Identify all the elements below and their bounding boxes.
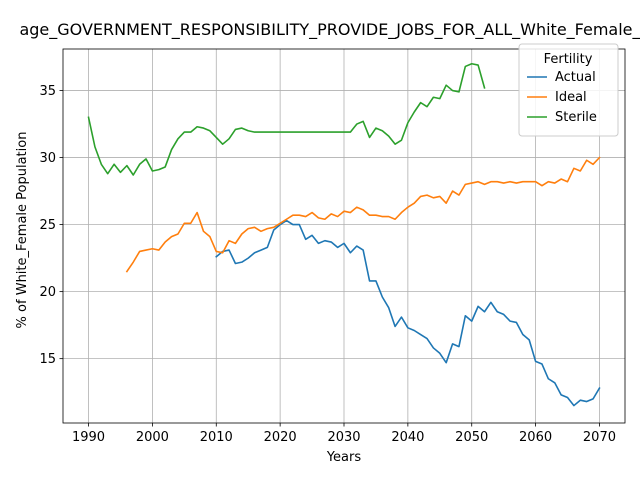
y-tick-label: 35 bbox=[39, 84, 56, 99]
x-tick-label: 2010 bbox=[200, 430, 233, 445]
x-tick-label: 2000 bbox=[136, 430, 169, 445]
y-axis-title: % of White_Female Population bbox=[15, 132, 30, 329]
series-line-ideal bbox=[125, 156, 601, 273]
y-tick-label: 15 bbox=[39, 352, 56, 367]
legend-label-actual: Actual bbox=[555, 70, 596, 85]
series-line-actual bbox=[215, 219, 601, 407]
series-group bbox=[87, 62, 601, 407]
x-tick-label: 2030 bbox=[327, 430, 360, 445]
series-line-sterile bbox=[87, 62, 486, 176]
legend-label-ideal: Ideal bbox=[555, 90, 587, 105]
legend-title: Fertility bbox=[544, 52, 593, 67]
x-tick-label: 2050 bbox=[455, 430, 488, 445]
x-axis-ticks: 1990 2000 2010 2020 2030 2040 2050 2060 2070 bbox=[72, 423, 616, 445]
y-tick-label: 20 bbox=[39, 285, 56, 300]
legend: Fertility Actual Ideal Sterile bbox=[518, 43, 619, 137]
x-tick-label: 2060 bbox=[519, 430, 552, 445]
x-tick-label: 2020 bbox=[264, 430, 297, 445]
x-tick-label: 2040 bbox=[391, 430, 424, 445]
chart-title: age_GOVERNMENT_RESPONSIBILITY_PROVIDE_JO… bbox=[19, 20, 640, 40]
y-axis-ticks: 15 20 25 30 35 bbox=[39, 84, 63, 367]
y-tick-label: 25 bbox=[39, 218, 56, 233]
legend-label-sterile: Sterile bbox=[555, 110, 597, 125]
x-tick-label: 2070 bbox=[583, 430, 616, 445]
y-tick-label: 30 bbox=[39, 151, 56, 166]
x-axis-title: Years bbox=[326, 450, 362, 465]
legend-items: Actual Ideal Sterile bbox=[527, 70, 597, 125]
x-tick-label: 1990 bbox=[72, 430, 105, 445]
legend-box bbox=[518, 43, 619, 137]
